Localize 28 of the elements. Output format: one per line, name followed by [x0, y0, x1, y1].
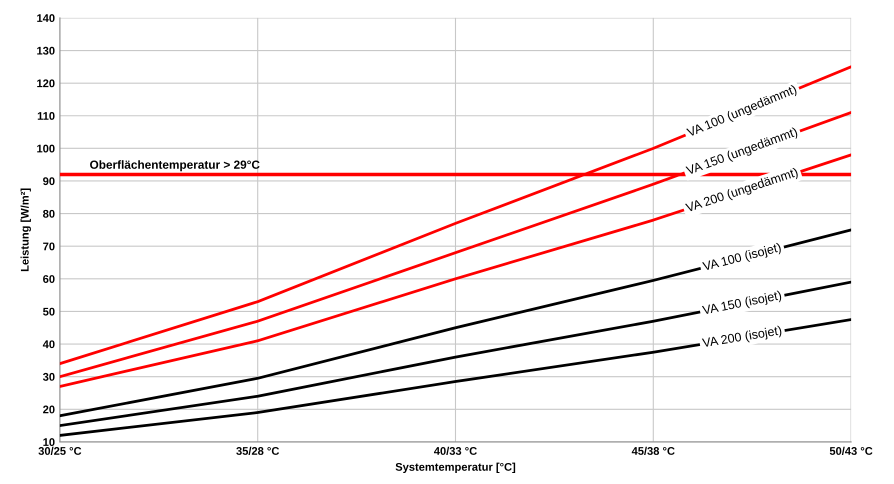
- text: VA 100 (isojet): [702, 242, 782, 274]
- x-tick-label: 30/25 °C: [38, 446, 82, 456]
- text: VA 150 (isojet): [702, 290, 782, 318]
- text: VA 200 (isojet): [702, 325, 782, 350]
- y-tick-label: 120: [37, 79, 55, 88]
- x-tick-label: 35/28 °C: [236, 446, 280, 456]
- x-tick-label: 50/43 °C: [830, 446, 872, 456]
- y-tick-label: 100: [37, 144, 55, 152]
- x-axis-title: Systemtemperatur [°C]: [396, 462, 516, 474]
- line-series: [60, 228, 852, 418]
- y-tick-label: 60: [43, 275, 55, 283]
- y-axis-title: Leistung [W/m²]: [20, 188, 31, 272]
- y-tick-label: 20: [43, 406, 55, 414]
- y-tick-label: 70: [43, 242, 55, 250]
- y-tick-label: 90: [43, 177, 55, 186]
- x-tick-label: 45/38 °C: [632, 446, 675, 456]
- y-tick-label: 130: [37, 46, 55, 55]
- y-tick-label: 30: [42, 372, 55, 381]
- x-tick-label: 40/33 °C: [434, 446, 477, 456]
- y-tick-label: 140: [37, 14, 55, 22]
- ref-line-label: Oberflächentemperatur > 29°C: [90, 160, 260, 172]
- line-series: [60, 318, 852, 437]
- line-series: [60, 280, 852, 427]
- y-tick-label: 10: [43, 438, 55, 446]
- y-tick-label: 50: [43, 308, 55, 316]
- y-tick-label: 110: [38, 112, 55, 120]
- y-tick-label: 80: [43, 210, 55, 218]
- y-tick-label: 40: [42, 340, 55, 348]
